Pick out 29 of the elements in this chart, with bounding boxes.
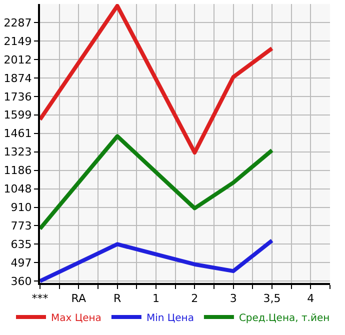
line-series bbox=[40, 134, 274, 231]
y-tick-label: 360 bbox=[10, 274, 32, 288]
legend-label: Min Цена bbox=[146, 312, 194, 324]
x-tick-label: *** bbox=[32, 292, 49, 306]
legend-label: Сред.Цена, т.йен bbox=[238, 312, 330, 324]
y-tick-label: 635 bbox=[10, 238, 32, 252]
y-tick-label: 773 bbox=[10, 220, 32, 233]
y-tick-label: 1186 bbox=[4, 164, 32, 178]
x-tick-label: 2 bbox=[191, 292, 198, 306]
x-tick-label: R bbox=[114, 292, 122, 306]
y-tick-label: 1599 bbox=[4, 108, 32, 122]
y-tick-label: 1736 bbox=[4, 90, 32, 104]
y-tick-label: 2287 bbox=[4, 16, 32, 30]
y-tick-label: 497 bbox=[10, 256, 32, 270]
line-series bbox=[40, 4, 274, 155]
x-tick-label: 3,5 bbox=[263, 292, 281, 306]
x-tick-label: 4 bbox=[307, 292, 314, 306]
y-tick-label: 1461 bbox=[4, 127, 32, 140]
x-tick-label: RA bbox=[71, 292, 86, 306]
legend-label: Max Цена bbox=[51, 312, 102, 324]
y-tick-label: 1323 bbox=[4, 146, 32, 159]
y-tick-label: 910 bbox=[10, 201, 32, 214]
y-tick-label: 2149 bbox=[4, 34, 32, 48]
y-tick-label: 1048 bbox=[4, 182, 32, 196]
x-tick-label: 3 bbox=[230, 292, 237, 306]
y-tick-label: 2012 bbox=[4, 53, 32, 66]
x-tick-label: 1 bbox=[152, 292, 160, 306]
line-series bbox=[40, 238, 274, 283]
y-tick-label: 1874 bbox=[4, 72, 32, 85]
